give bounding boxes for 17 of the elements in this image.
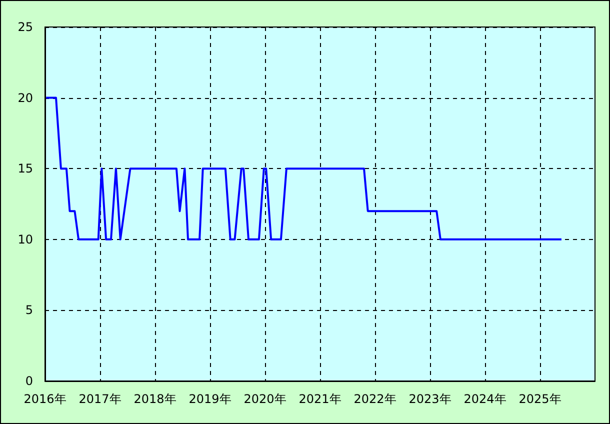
y-tick-label: 5 — [25, 303, 33, 318]
y-tick-label: 25 — [18, 20, 33, 34]
x-tick-label: 2025年 — [518, 392, 562, 406]
line-series — [45, 96, 562, 240]
x-tick-label: 2020年 — [244, 392, 286, 406]
x-tick-label: 2017年 — [78, 392, 122, 406]
x-tick-label: 2021年 — [298, 392, 342, 406]
x-tick-label: 2019年 — [188, 392, 232, 406]
x-tick-label: 2016年 — [24, 392, 66, 406]
x-tick-label: 2024年 — [464, 392, 506, 406]
x-tick-label: 2023年 — [408, 392, 452, 406]
y-tick-label: 0 — [25, 374, 33, 388]
y-tick-label: 15 — [18, 162, 33, 176]
y-tick-label: 10 — [18, 232, 33, 246]
x-tick-label: 2022年 — [354, 392, 396, 406]
x-tick-label: 2018年 — [134, 392, 176, 406]
y-tick-label: 20 — [18, 90, 33, 105]
